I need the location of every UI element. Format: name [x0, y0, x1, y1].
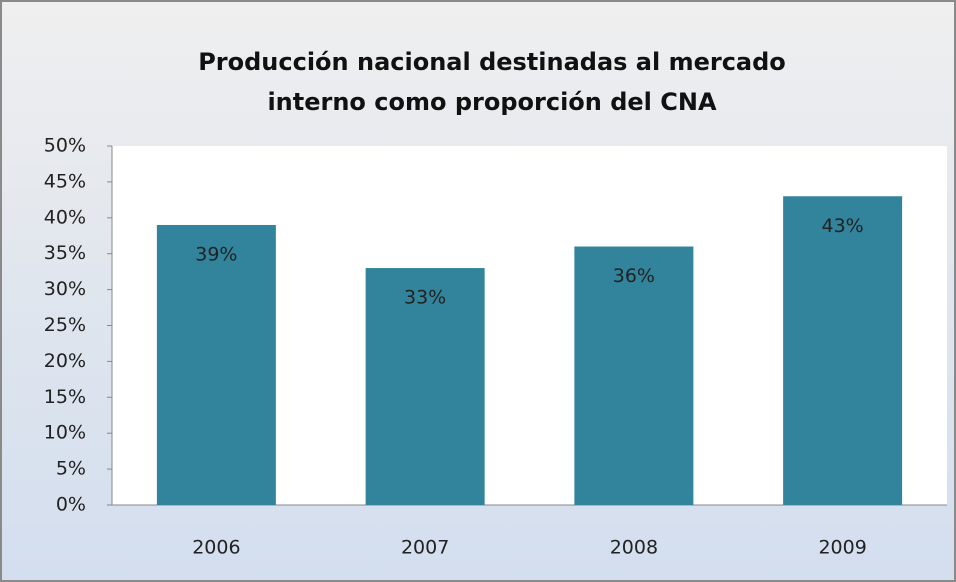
x-tick-label: 2009: [818, 537, 866, 559]
bar: [574, 246, 694, 505]
y-tick-label: 0%: [56, 494, 86, 516]
y-tick-label: 15%: [44, 386, 86, 408]
y-tick-label: 40%: [44, 206, 86, 228]
y-tick-label: 30%: [44, 278, 86, 300]
x-tick-label: 2008: [610, 537, 658, 559]
y-tick-label: 5%: [56, 458, 86, 480]
bar: [783, 196, 903, 505]
bar: [365, 268, 485, 505]
data-label: 33%: [404, 287, 446, 309]
x-tick-label: 2006: [192, 537, 240, 559]
y-tick-label: 20%: [44, 350, 86, 372]
y-tick-label: 35%: [44, 242, 86, 264]
chart-title: Producción nacional destinadas al mercad…: [198, 48, 786, 116]
y-tick-label: 25%: [44, 314, 86, 336]
y-tick-label: 10%: [44, 422, 86, 444]
data-label: 36%: [613, 265, 655, 287]
bar: [156, 224, 276, 506]
data-label: 39%: [195, 243, 237, 265]
y-tick-label: 50%: [44, 135, 86, 157]
y-tick-label: 45%: [44, 170, 86, 192]
data-label: 43%: [822, 215, 864, 237]
x-tick-label: 2007: [401, 537, 449, 559]
